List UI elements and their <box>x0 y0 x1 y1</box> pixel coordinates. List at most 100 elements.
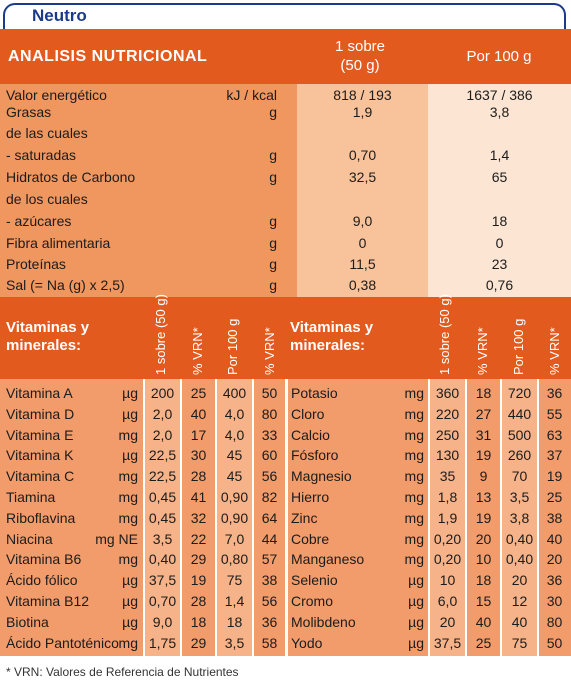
vitamin-sachet: 22,5 <box>148 468 177 484</box>
mineral-sachet: 250 <box>435 427 460 443</box>
vitamin-unit: µg <box>122 572 138 588</box>
divider <box>252 379 254 656</box>
nutrient-unit: g <box>269 147 277 163</box>
vitamin-per100: 18 <box>226 614 243 630</box>
mineral-name: Yodo <box>291 635 323 651</box>
mineral-sachet: 10 <box>439 572 456 588</box>
mineral-row: Manganeso mg 0,20 10 0,40 20 <box>285 549 570 569</box>
col-bg-per100-left <box>216 379 253 656</box>
vitamin-row: Vitamina B6 mg 0,40 29 0,80 57 <box>0 549 285 569</box>
vitamin-row: Ácido fólico µg 37,5 19 75 38 <box>0 570 285 590</box>
col-header-vrn-left: % VRN* <box>190 327 205 375</box>
vitamin-unit: µg <box>122 614 138 630</box>
nutrient-sachet: 0,38 <box>348 277 377 293</box>
nutrient-sachet: 11,5 <box>349 256 376 272</box>
col-header-vrn2-left: % VRN* <box>262 327 277 375</box>
mineral-sachet: 360 <box>435 385 460 401</box>
nutrient-per100: 1637 / 386 <box>466 87 533 103</box>
mineral-vrn100: 55 <box>546 406 563 422</box>
vitamin-sachet: 200 <box>150 385 175 401</box>
nutrient-per100: 0 <box>495 235 504 251</box>
vitamin-unit: mg <box>118 635 138 651</box>
vitamin-per100: 400 <box>222 385 247 401</box>
vitamin-per100: 45 <box>226 468 243 484</box>
vitamin-per100: 4,0 <box>224 406 245 422</box>
vitamin-row: Vitamina B12 µg 0,70 28 1,4 56 <box>0 591 285 611</box>
divider <box>143 379 145 656</box>
vitamin-unit: mg <box>118 510 138 526</box>
vitamin-row: Niacina mg NE 3,5 22 7,0 44 <box>0 529 285 549</box>
divider <box>500 379 502 656</box>
nutrient-sachet: 818 / 193 <box>333 87 392 103</box>
mineral-vrn100: 37 <box>546 447 563 463</box>
col-bg-per100-right <box>501 379 538 656</box>
mineral-unit: mg <box>404 531 424 547</box>
mineral-vrn: 27 <box>475 406 492 422</box>
vitamin-vrn100: 80 <box>261 406 278 422</box>
mineral-vrn100: 80 <box>546 614 563 630</box>
divider <box>537 379 539 656</box>
vitamin-name: Ácido Pantoténico <box>6 635 119 651</box>
mineral-name: Molibdeno <box>291 614 356 630</box>
mineral-unit: mg <box>404 385 424 401</box>
nutrition-row: de los cuales <box>0 190 571 208</box>
mineral-unit: µg <box>408 572 424 588</box>
mineral-vrn: 15 <box>475 593 492 609</box>
divider <box>215 379 217 656</box>
vitamin-sachet: 37,5 <box>148 572 177 588</box>
nutrient-per100: 3,8 <box>489 104 510 120</box>
vitamin-unit: mg <box>118 468 138 484</box>
nutrition-row: de las cuales <box>0 124 571 142</box>
mineral-unit: mg <box>404 551 424 567</box>
vitamin-vrn100: 38 <box>261 572 278 588</box>
mineral-name: Cromo <box>291 593 334 609</box>
nutrient-name: - saturadas <box>6 147 77 163</box>
mineral-row: Cloro mg 220 27 440 55 <box>285 404 570 424</box>
vitamin-sachet: 2,0 <box>152 406 173 422</box>
divider <box>180 379 182 656</box>
nutrient-sachet: 9,0 <box>352 213 373 229</box>
nutrient-unit: g <box>269 235 277 251</box>
mineral-vrn100: 20 <box>546 551 563 567</box>
nutrition-row: Fibra alimentaria g 0 0 <box>0 234 571 252</box>
vitamin-vrn: 18 <box>190 614 207 630</box>
vitamin-sachet: 22,5 <box>148 447 177 463</box>
nutrient-sachet: 0,70 <box>348 147 377 163</box>
col-header-per100-left: Por 100 g <box>225 318 240 375</box>
vitamin-unit: mg <box>118 551 138 567</box>
vitamin-unit: µg <box>122 447 138 463</box>
vitamin-row: Vitamina K µg 22,5 30 45 60 <box>0 445 285 465</box>
vitamin-name: Vitamina B12 <box>6 593 90 609</box>
minerals-title-line1: Vitaminas y <box>290 319 374 336</box>
mineral-unit: mg <box>404 427 424 443</box>
sachet-column-bg <box>297 84 428 297</box>
vitamin-row: Riboflavina mg 0,45 32 0,90 64 <box>0 508 285 528</box>
mineral-vrn: 19 <box>475 447 492 463</box>
nutrition-row: Sal (= Na (g) x 2,5) g 0,38 0,76 <box>0 276 571 294</box>
mineral-row: Hierro mg 1,8 13 3,5 25 <box>285 487 570 507</box>
vitamin-row: Vitamina D µg 2,0 40 4,0 80 <box>0 404 285 424</box>
mineral-row: Zinc mg 1,9 19 3,8 38 <box>285 508 570 528</box>
mineral-name: Manganeso <box>291 551 365 567</box>
nutrient-unit: g <box>269 169 277 185</box>
vitamin-sachet: 0,40 <box>148 551 177 567</box>
vitamin-vrn: 32 <box>190 510 207 526</box>
mineral-row: Magnesio mg 35 9 70 19 <box>285 466 570 486</box>
vitamins-title-line2: minerales: <box>6 337 82 354</box>
col-bg-sachet-left <box>144 379 181 656</box>
analysis-heading: ANALISIS NUTRICIONAL <box>8 48 208 65</box>
mineral-vrn100: 38 <box>546 510 563 526</box>
mineral-per100: 0,40 <box>505 551 534 567</box>
col-header-vrn-right: % VRN* <box>475 327 490 375</box>
nutrient-name: Fibra alimentaria <box>6 235 111 251</box>
per100-column-bg <box>428 84 571 297</box>
mineral-row: Cromo µg 6,0 15 12 30 <box>285 591 570 611</box>
nutrition-row: Valor energético kJ / kcal 818 / 193 1637 /… <box>0 86 571 104</box>
vitamin-vrn100: 50 <box>261 385 278 401</box>
mineral-sachet: 130 <box>435 447 460 463</box>
mineral-vrn100: 25 <box>546 489 563 505</box>
vitamin-vrn: 40 <box>190 406 207 422</box>
nutrient-name: Proteínas <box>6 256 66 272</box>
col-header-sachet-right: 1 sobre (50 g) <box>437 294 452 375</box>
vitamin-per100: 0,80 <box>220 551 249 567</box>
